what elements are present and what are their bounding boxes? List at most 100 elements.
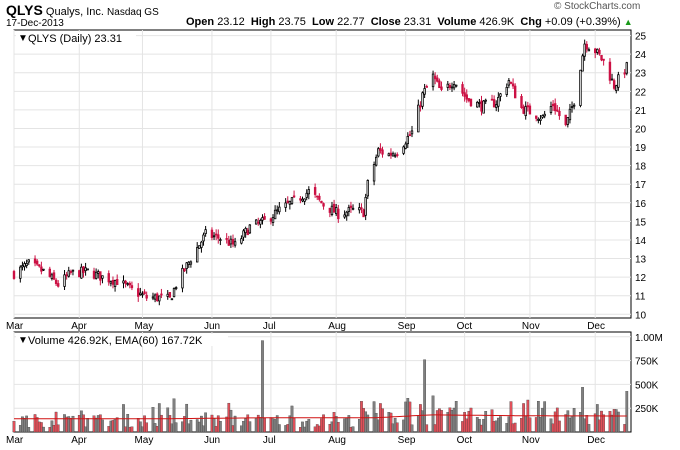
volume-bar xyxy=(277,424,281,433)
price-candle xyxy=(598,47,601,56)
price-y-tick: 17 xyxy=(635,180,647,191)
volume-bar xyxy=(248,421,252,433)
volume-bar xyxy=(408,401,412,433)
price-candle xyxy=(522,104,525,115)
volume-bar xyxy=(168,415,172,433)
price-candle xyxy=(19,265,22,283)
volume-bar xyxy=(499,416,502,433)
price-candle xyxy=(351,204,355,211)
volume-legend-bg xyxy=(16,334,228,346)
open-label: Open xyxy=(186,16,215,28)
price-candle xyxy=(556,105,559,113)
price-candle xyxy=(549,101,553,115)
price-candle xyxy=(225,233,228,244)
price-candle xyxy=(21,261,24,271)
price-candle xyxy=(69,269,73,275)
volume-grid xyxy=(13,332,631,432)
price-candle xyxy=(372,161,376,186)
price-x-tick: Apr xyxy=(71,321,87,332)
price-candle xyxy=(505,83,508,97)
volume-bars xyxy=(12,340,629,433)
price-candle xyxy=(587,47,591,52)
price-candle xyxy=(231,234,235,248)
volume-bar xyxy=(431,395,435,433)
volume-x-tick: Nov xyxy=(522,435,540,446)
volume-bar xyxy=(423,359,426,433)
price-candle xyxy=(553,98,557,115)
price-y-tick: 24 xyxy=(635,50,647,61)
price-candle xyxy=(254,219,258,225)
price-x-tick: Sep xyxy=(398,321,416,332)
price-candle xyxy=(170,298,174,301)
price-x-tick: Mar xyxy=(6,321,24,332)
volume-bar xyxy=(322,414,325,433)
price-candle xyxy=(38,264,41,268)
volume-x-tick: Apr xyxy=(71,435,87,446)
price-candle xyxy=(436,74,439,83)
volume-bar xyxy=(275,415,279,433)
low-label: Low xyxy=(312,16,335,28)
price-candle xyxy=(50,272,54,281)
price-candle xyxy=(480,95,483,116)
price-candle xyxy=(490,94,494,101)
price-candle xyxy=(318,193,321,202)
high-value: 23.75 xyxy=(278,16,306,28)
price-candle xyxy=(183,268,186,273)
price-candle xyxy=(107,270,110,286)
volume-bar xyxy=(261,340,264,433)
volume-bar xyxy=(174,422,178,433)
price-candle xyxy=(526,101,530,112)
volume-bar xyxy=(263,417,266,433)
price-candle xyxy=(568,103,572,124)
volume-bar xyxy=(410,424,414,433)
volume-bar xyxy=(509,401,513,433)
company-name: Qualys, Inc. xyxy=(45,6,104,18)
price-y-tick: 10 xyxy=(635,310,647,321)
price-candle xyxy=(196,242,199,263)
price-candle xyxy=(511,78,515,90)
price-candle xyxy=(537,117,540,124)
price-candle xyxy=(583,39,586,61)
price-candle xyxy=(158,295,161,306)
price-candle xyxy=(80,263,83,279)
volume-x-tick: Dec xyxy=(587,435,605,446)
price-candle xyxy=(406,132,409,149)
price-candle xyxy=(126,282,129,287)
close-value: 23.31 xyxy=(403,16,432,28)
volume-bar xyxy=(572,408,576,433)
volume-x-axis: Mar Apr May Jun Jul Aug Sep Oct Nov Dec xyxy=(6,435,605,446)
price-candle xyxy=(101,275,104,284)
volume-y-tick: 500K xyxy=(635,380,659,391)
price-candle xyxy=(478,98,481,108)
price-panel: 10 11 12 13 14 15 16 17 18 19 20 21 22 23 24 25 ▼ QLYS … xyxy=(12,29,647,321)
price-candles xyxy=(12,39,628,306)
volume-bar xyxy=(292,418,296,433)
price-candle xyxy=(608,58,612,85)
exchange-name: Nasdaq GS xyxy=(107,7,159,18)
price-candle xyxy=(139,287,142,296)
price-candle xyxy=(579,69,582,108)
volume-bar xyxy=(25,415,28,433)
close-label: Close xyxy=(370,16,401,28)
price-candle xyxy=(404,141,407,150)
price-candle xyxy=(476,100,479,108)
price-candle xyxy=(130,281,134,291)
volume-bar xyxy=(233,415,237,433)
price-candle xyxy=(572,103,576,110)
price-candle xyxy=(387,152,391,157)
price-candle xyxy=(343,210,346,219)
price-candle xyxy=(155,292,159,302)
price-candle xyxy=(261,214,264,225)
price-candle xyxy=(290,197,294,205)
volume-bar xyxy=(27,427,31,433)
price-candle xyxy=(463,87,466,102)
price-candle xyxy=(122,275,125,289)
price-candle xyxy=(528,103,532,115)
price-candle xyxy=(214,229,218,241)
price-candle xyxy=(334,203,338,217)
price-candle xyxy=(229,235,233,248)
volume-bar xyxy=(351,426,355,433)
price-candle xyxy=(82,265,85,278)
price-candle xyxy=(465,89,468,103)
